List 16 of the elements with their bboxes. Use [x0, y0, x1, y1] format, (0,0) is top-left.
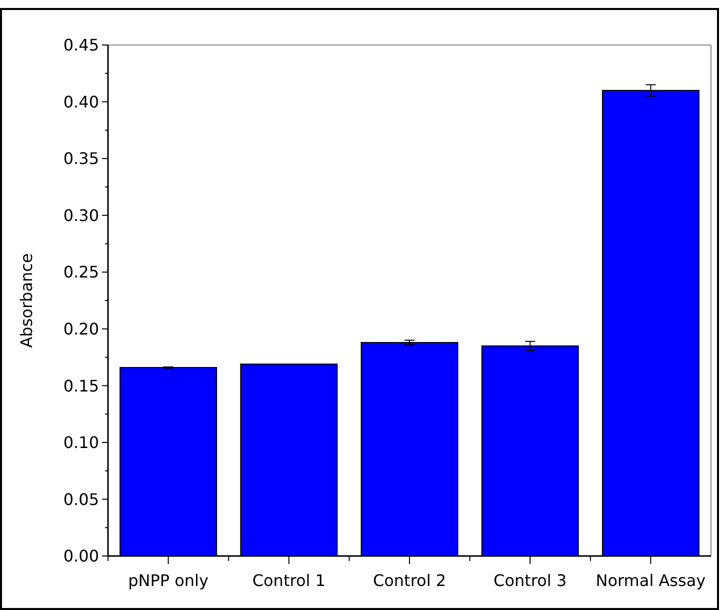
y-tick-label: 0.25 — [63, 262, 99, 282]
y-axis-title: Absorbance — [17, 253, 36, 348]
x-tick-label: Control 2 — [372, 571, 446, 590]
y-tick-label: 0.30 — [63, 206, 99, 225]
x-tick-label: Control 3 — [494, 571, 567, 590]
y-tick-label: 0.45 — [63, 36, 99, 55]
y-tick-label: 0.05 — [63, 490, 99, 509]
y-tick-label: 0.15 — [63, 376, 99, 396]
y-tick-label: 0.00 — [63, 546, 99, 566]
y-tick-label: 0.10 — [63, 433, 99, 452]
x-tick-label: Normal Assay — [596, 571, 706, 590]
x-tick-label: pNPP only — [128, 571, 208, 590]
x-tick-label: Control 1 — [252, 571, 326, 590]
y-tick-label: 0.40 — [63, 92, 99, 112]
y-tick-label: 0.20 — [63, 319, 99, 338]
y-tick-label: 0.35 — [63, 149, 99, 168]
